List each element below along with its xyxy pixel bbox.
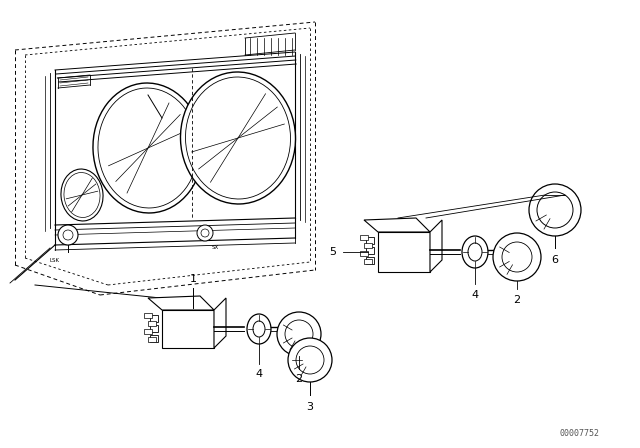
Ellipse shape [253,321,265,337]
Circle shape [493,233,541,281]
Circle shape [58,225,78,245]
Circle shape [277,312,321,356]
Polygon shape [378,232,430,272]
Ellipse shape [247,314,271,344]
Text: 00007752: 00007752 [560,429,600,438]
Ellipse shape [61,169,103,221]
Text: SX: SX [211,245,219,250]
Polygon shape [148,296,214,310]
Text: 3: 3 [307,402,314,412]
Text: 1: 1 [189,274,196,284]
Polygon shape [366,257,374,264]
Polygon shape [144,329,152,334]
Text: 5: 5 [329,247,336,257]
Polygon shape [144,313,152,318]
Polygon shape [150,315,158,322]
Text: 4: 4 [472,290,479,300]
Polygon shape [364,243,372,248]
Polygon shape [366,237,374,244]
Ellipse shape [462,236,488,268]
Polygon shape [364,259,372,264]
Polygon shape [364,218,430,232]
Polygon shape [360,235,368,240]
Ellipse shape [180,72,296,204]
Polygon shape [366,247,374,254]
Circle shape [288,338,332,382]
Circle shape [537,192,573,228]
Polygon shape [150,335,158,342]
Circle shape [529,184,581,236]
Text: 2: 2 [513,295,520,305]
Polygon shape [214,298,226,348]
Polygon shape [360,251,368,256]
Circle shape [197,225,213,241]
Polygon shape [162,310,214,348]
Ellipse shape [93,83,203,213]
Polygon shape [430,220,442,272]
Polygon shape [148,337,156,342]
Polygon shape [148,321,156,326]
Text: 2: 2 [296,374,303,384]
Text: 4: 4 [255,369,262,379]
Text: 6: 6 [552,255,559,265]
Polygon shape [150,325,158,332]
Text: LSK: LSK [50,258,60,263]
Ellipse shape [468,243,482,261]
